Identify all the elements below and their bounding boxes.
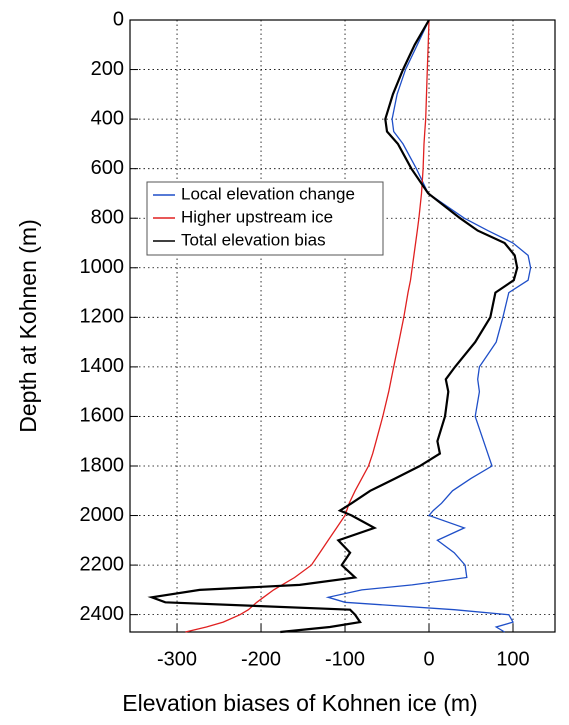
y-tick-label: 200 [91, 58, 124, 80]
legend-label: Higher upstream ice [181, 207, 333, 226]
y-tick-label: 2400 [80, 603, 125, 625]
series-line [185, 19, 430, 633]
legend-box [146, 181, 384, 256]
x-tick-label: -300 [157, 648, 197, 670]
legend-label: Total elevation bias [181, 230, 326, 249]
y-tick-label: 800 [91, 206, 124, 228]
x-tick-label: -100 [325, 648, 365, 670]
y-tick-label: 1400 [80, 355, 125, 377]
y-tick-label: 1600 [80, 405, 125, 427]
legend-label: Local elevation change [181, 184, 355, 203]
plot-frame [129, 19, 556, 633]
y-tick-label: 1800 [80, 454, 125, 476]
x-tick-label: -200 [241, 648, 281, 670]
y-tick-label: 600 [91, 157, 124, 179]
y-tick-label: 1000 [80, 256, 125, 278]
y-tick-label: 0 [113, 8, 124, 30]
x-tick-label: 0 [423, 648, 434, 670]
y-tick-label: 2200 [80, 553, 125, 575]
x-tick-label: 100 [496, 648, 529, 670]
x-axis-label: Elevation biases of Kohnen ice (m) [122, 690, 477, 716]
series-line [147, 19, 519, 634]
series-line [325, 19, 532, 633]
y-tick-label: 2000 [80, 504, 125, 526]
y-tick-label: 400 [91, 107, 124, 129]
y-axis-label: Depth at Kohnen (m) [15, 219, 41, 433]
y-tick-label: 1200 [80, 306, 125, 328]
